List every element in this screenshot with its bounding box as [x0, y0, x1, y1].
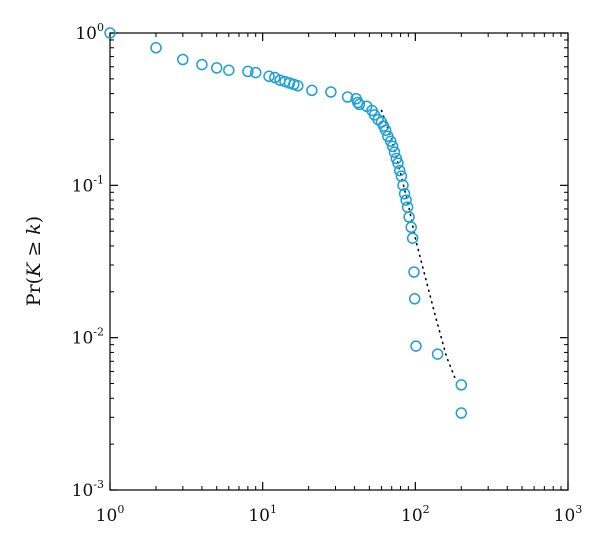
data-point: [406, 232, 419, 244]
y-tick-label: 100: [75, 21, 104, 44]
data-point: [353, 98, 366, 111]
data-point: [410, 340, 422, 352]
y-ticks: 100 10-1 10-2 10-3: [72, 21, 568, 501]
data-point: [455, 407, 468, 419]
y-tick-label: 10-1: [72, 173, 104, 196]
data-point: [306, 84, 318, 97]
data-point: [341, 91, 354, 103]
data-point: [431, 348, 444, 360]
x-tick-label: 101: [248, 503, 277, 526]
x-ticks: 100 101 102 103: [96, 33, 583, 526]
data-point: [408, 293, 421, 305]
data-point: [210, 62, 223, 74]
data-point: [150, 42, 162, 54]
data-point: [269, 71, 281, 84]
data-point: [408, 266, 420, 278]
y-axis-title: Pr(K ≥ k): [23, 216, 45, 306]
data-point: [242, 65, 254, 78]
data-point: [397, 179, 409, 192]
plot-frame: [109, 32, 569, 491]
y-tick-label: 10-3: [72, 478, 104, 501]
data-point: [223, 64, 235, 76]
data-point: [104, 27, 116, 39]
data-point: [386, 140, 399, 153]
data-points: [104, 27, 468, 419]
data-point: [177, 53, 189, 66]
data-point: [398, 188, 411, 200]
x-tick-label: 103: [554, 503, 583, 526]
y-tick-label: 10-2: [72, 326, 104, 349]
data-point: [325, 86, 337, 98]
x-tick-label: 102: [401, 503, 430, 526]
data-point: [393, 164, 406, 177]
data-point: [400, 194, 412, 206]
data-point: [388, 146, 401, 158]
data-point: [405, 221, 417, 234]
data-point: [392, 157, 404, 169]
data-point: [379, 124, 392, 136]
data-point: [384, 135, 397, 147]
data-point: [403, 211, 415, 223]
data-point: [196, 58, 208, 71]
data-point: [292, 80, 304, 92]
data-point: [263, 70, 275, 83]
x-tick-label: 100: [96, 503, 125, 526]
data-point: [455, 379, 468, 391]
data-point: [249, 66, 262, 79]
